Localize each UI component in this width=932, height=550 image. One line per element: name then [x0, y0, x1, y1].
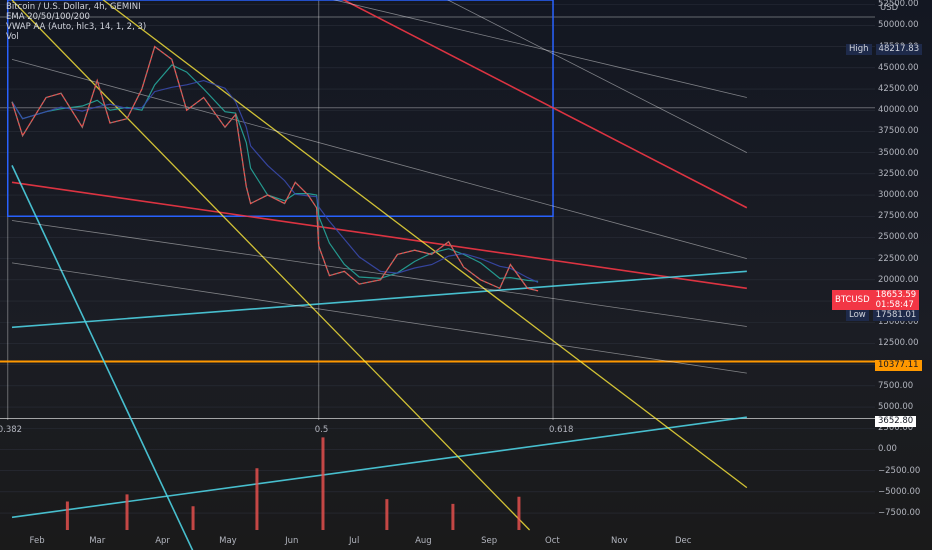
volume-bar [255, 468, 259, 530]
price-tick-label: 40000.00 [878, 105, 919, 116]
price-tick-label: 50000.00 [878, 20, 919, 31]
white-trendline [11, 220, 747, 327]
price-tick-label: 7500.00 [878, 380, 914, 391]
price-tick-label: 12500.00 [878, 338, 919, 349]
white-trendline [332, 0, 747, 98]
fib-label: 0.382 [0, 425, 23, 435]
price-tick-label: −2500.00 [878, 465, 921, 476]
time-tick-label: Sep [481, 536, 498, 546]
price-tick-label: 0.00 [878, 444, 897, 455]
countdown: 01:58:47 [875, 300, 914, 310]
time-tick-label: Dec [674, 536, 692, 546]
price-tick-label: 52500.00 [878, 0, 919, 10]
time-tick-label: Oct [545, 536, 560, 546]
volume-bar [125, 494, 129, 530]
price-tick-label: 5000.00 [878, 402, 914, 413]
price-tick-label: 37500.00 [878, 126, 919, 137]
time-tick-label: Aug [415, 536, 432, 546]
low-marker: Low 17581.01 [846, 310, 920, 321]
white-trendline [11, 262, 747, 374]
volume-bar [65, 501, 69, 530]
time-tick-label: May [219, 536, 237, 546]
fib-label: 0.5 [314, 425, 329, 435]
volume-bar [517, 496, 521, 530]
yellow-trendline [102, 0, 748, 489]
price-tick-label: 25000.00 [878, 232, 919, 243]
price-series [11, 45, 539, 292]
price-tick-label: 45000.00 [878, 62, 919, 73]
red-trendline [11, 181, 747, 290]
price-tick-label: 30000.00 [878, 190, 919, 201]
time-tick-label: Feb [29, 536, 45, 546]
legend-symbol[interactable]: Bitcoin / U.S. Dollar, 4h, GEMINI [6, 2, 141, 12]
price-tick-label: 20000.00 [878, 274, 919, 285]
volume-bar [191, 506, 195, 530]
legend-ema[interactable]: EMA 20/50/100/200 [6, 12, 90, 22]
price-tick-label: 22500.00 [878, 253, 919, 264]
price-tick-label: 15000.00 [878, 317, 919, 328]
price-marker: BTCUSD 18653.59 01:58:47 [832, 290, 920, 310]
grid-lines [0, 3, 875, 514]
legend-vwap[interactable]: VWAP AA (Auto, hlc3, 14, 1, 2, 3) [6, 22, 147, 32]
low-label: Low [846, 310, 869, 321]
volume-bar [321, 437, 325, 530]
white-level-value: 3652.80 [875, 416, 917, 427]
high-label: High [846, 44, 872, 55]
trend-lines [11, 0, 748, 550]
price-tick-label: −5000.00 [878, 486, 921, 497]
red-trendline [342, 0, 748, 209]
ema-line [11, 79, 539, 283]
price-line-up [11, 46, 539, 292]
legend-vol[interactable]: Vol [6, 32, 19, 42]
price-box: 18653.59 01:58:47 [872, 290, 920, 310]
price-value: 18653.59 [875, 290, 917, 300]
yellow-trendline [11, 0, 531, 531]
white-trendline [447, 0, 748, 153]
price-tick-label: 42500.00 [878, 84, 919, 95]
time-tick-label: Apr [155, 536, 170, 546]
fib-lines [7, 0, 554, 420]
chart-legend: Bitcoin / U.S. Dollar, 4h, GEMINI EMA 20… [6, 2, 146, 42]
volume-bar [385, 499, 389, 530]
price-tick-label: −7500.00 [878, 508, 921, 519]
currency-label[interactable]: USD [880, 3, 899, 13]
volume-bar [451, 503, 455, 530]
volume-bars [65, 437, 521, 530]
low-value: 17581.01 [872, 310, 920, 321]
time-tick-label: Nov [611, 536, 628, 546]
ema-line [11, 64, 539, 282]
price-tick-label: 32500.00 [878, 168, 919, 179]
symbol-label: BTCUSD [832, 290, 873, 310]
orange-level-value: 10377.11 [875, 360, 922, 371]
cyan-trendline [11, 270, 747, 329]
price-tick-label: 27500.00 [878, 211, 919, 222]
white-trendline [11, 58, 747, 260]
fib-label: 0.618 [549, 425, 574, 435]
time-tick-label: Jun [285, 536, 299, 546]
cyan-trendline [11, 165, 194, 550]
time-tick-label: Mar [89, 536, 106, 546]
high-value: 48217.83 [875, 44, 923, 55]
price-tick-label: 35000.00 [878, 147, 919, 158]
high-marker: High 48217.83 [846, 44, 923, 55]
cyan-trendline [11, 416, 747, 519]
price-tick-label: 2500.00 [878, 423, 914, 434]
time-tick-label: Jul [349, 536, 360, 546]
